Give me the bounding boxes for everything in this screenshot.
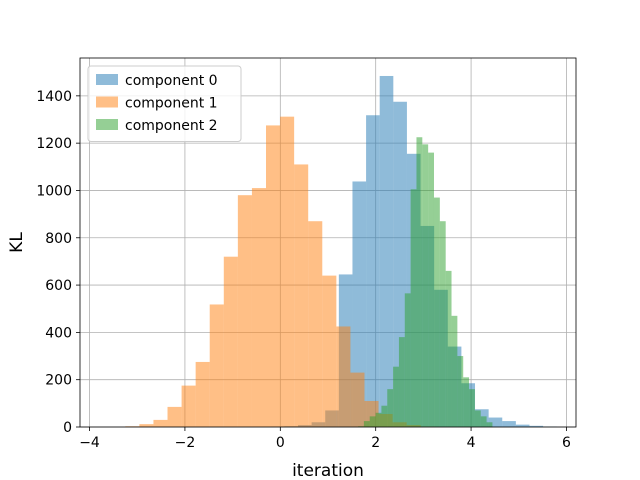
histogram-bar [308,221,323,427]
legend: component 0 component 1 component 2 [87,65,242,142]
x-tick-label: 0 [276,435,285,451]
histogram-bar [266,125,281,428]
histogram-bar [502,421,516,427]
histogram-bar [366,115,380,427]
histogram-bar [294,164,309,427]
histogram-bar [209,304,224,427]
histogram-bar [195,361,210,427]
histogram-bar [410,189,417,427]
histogram-bar [280,116,295,428]
legend-swatch [96,119,118,130]
y-tick-label: 800 [45,231,72,247]
histogram-bar [350,372,365,427]
legend-swatch [96,74,118,85]
histogram-bar [474,410,481,427]
histogram-bar [167,406,182,427]
histogram-bar [251,188,266,427]
histogram-bar [139,424,154,427]
histogram-bar [352,181,367,427]
histogram-bar [381,405,388,427]
histogram-bar [480,416,487,427]
x-tick-label: 2 [371,435,380,451]
histogram-bar [153,419,168,427]
legend-label: component 2 [125,118,218,134]
y-tick-label: 1400 [36,89,72,105]
legend-box [87,65,242,142]
histogram-bar [336,326,351,427]
histogram-bar [428,152,434,427]
y-tick-label: 0 [63,420,72,436]
y-axis-label: KL [7,232,27,253]
histogram-bar [416,137,423,427]
histogram-bar [422,144,429,427]
histogram-bar [375,412,382,427]
histogram-bar [379,75,394,427]
histogram-bar [387,389,394,427]
histogram-bar [451,315,458,427]
axes-frame [79,57,577,428]
histogram-bars [125,75,557,428]
legend-label: component 1 [125,96,218,112]
histogram-bar [486,422,493,427]
histogram-bar [445,270,452,427]
y-tick-label: 1200 [36,136,72,152]
histogram-bar [529,425,544,427]
legend-label: component 0 [125,73,218,89]
histogram-bar [223,256,238,427]
y-tick-label: 200 [45,373,72,389]
x-tick-label: −2 [175,435,196,451]
x-tick-label: 4 [467,435,476,451]
y-tick-label: 600 [45,278,72,294]
histogram-bar [393,366,399,427]
histogram-bar [404,293,411,427]
histogram-bar [363,421,370,427]
series-2-bars [358,137,493,427]
histogram-bar [322,275,337,427]
histogram-bar [469,389,475,427]
axis-ticks: −4 −2 0 2 4 6 0 200 400 600 800 1000 1200 1400 [36,89,571,451]
histogram-bar [463,377,470,427]
histogram-bar [457,356,464,427]
y-tick-label: 400 [45,325,72,341]
histogram-bar [433,197,440,427]
histogram-bar [181,385,196,427]
y-tick-label: 1000 [36,183,72,199]
x-axis-label: iteration [292,461,364,480]
x-tick-label: 6 [562,435,571,451]
histogram-bar [369,416,376,427]
histogram-bar [439,221,446,427]
legend-swatch [96,96,118,108]
histogram-bar [488,417,503,427]
histogram-bar [237,195,252,427]
x-tick-label: −4 [79,435,100,451]
series-1-bars [125,116,435,428]
histogram-bar [398,337,405,427]
histogram-bar [515,424,530,427]
